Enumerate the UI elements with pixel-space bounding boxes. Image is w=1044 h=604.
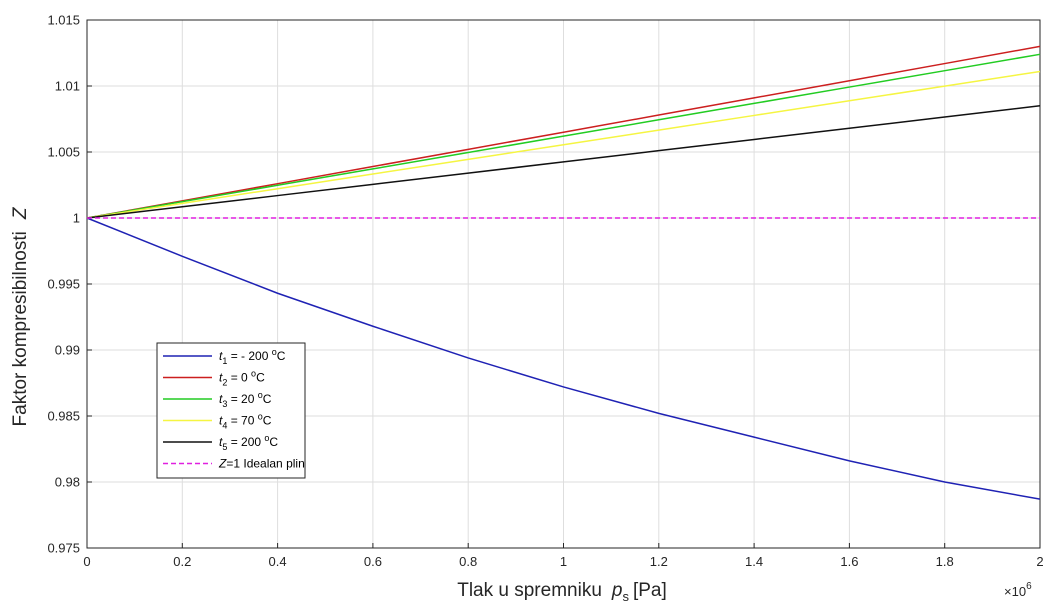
x-tick-label: 0.8 [459,554,477,569]
x-axis-multiplier: ×106 [1004,581,1032,599]
y-tick-label: 0.995 [47,277,80,292]
x-tick-label: 0.2 [173,554,191,569]
x-tick-label: 1.8 [936,554,954,569]
series-line-1 [86,217,1041,500]
x-tick-label: 1.4 [745,554,763,569]
y-tick-label: 1.015 [47,13,80,28]
x-tick-label: 2 [1036,554,1043,569]
series-lines [86,45,1041,500]
series-line-2 [86,45,1041,219]
y-axis-title: Faktor kompresibilnostiZ [10,206,31,426]
x-tick-label: 0.6 [364,554,382,569]
x-tick-label: 1 [560,554,567,569]
x-axis-title: Tlak u spremniku ps [Pa] [457,580,667,604]
y-tick-label: 1.005 [47,145,80,160]
series-line-5 [86,105,1041,219]
legend-label: t1 = - 200 oC [219,347,286,366]
legend-label: t3 = 20 oC [219,390,272,409]
ticks: 0 0.2 0.4 0.6 0.8 1 1.2 1.4 1.6 1.8 2 0.975 0.98 0.98… [47,13,1043,570]
legend-label: Z=1 Idealan plin [218,457,305,471]
legend-box [156,342,306,479]
x-tick-label: 0.4 [269,554,287,569]
y-tick-label: 0.98 [55,475,80,490]
x-tick-label: 1.2 [650,554,668,569]
y-tick-label: 0.985 [47,409,80,424]
series-line-3 [86,53,1041,219]
y-tick-label: 0.99 [55,343,80,358]
y-tick-label: 1.01 [55,79,80,94]
legend-label: t2 = 0 oC [219,369,265,388]
x-tick-label: 1.6 [840,554,858,569]
y-tick-label: 1 [73,211,80,226]
legend: t1 = - 200 oC t2 = 0 oC t3 = 20 oC t4 = 70 … [156,342,306,479]
y-tick-label: 0.975 [47,541,80,556]
legend-label: t4 = 70 oC [219,412,272,431]
legend-label: t5 = 200 oC [219,433,278,452]
x-tick-label: 0 [83,554,90,569]
series-line-4 [86,70,1041,219]
